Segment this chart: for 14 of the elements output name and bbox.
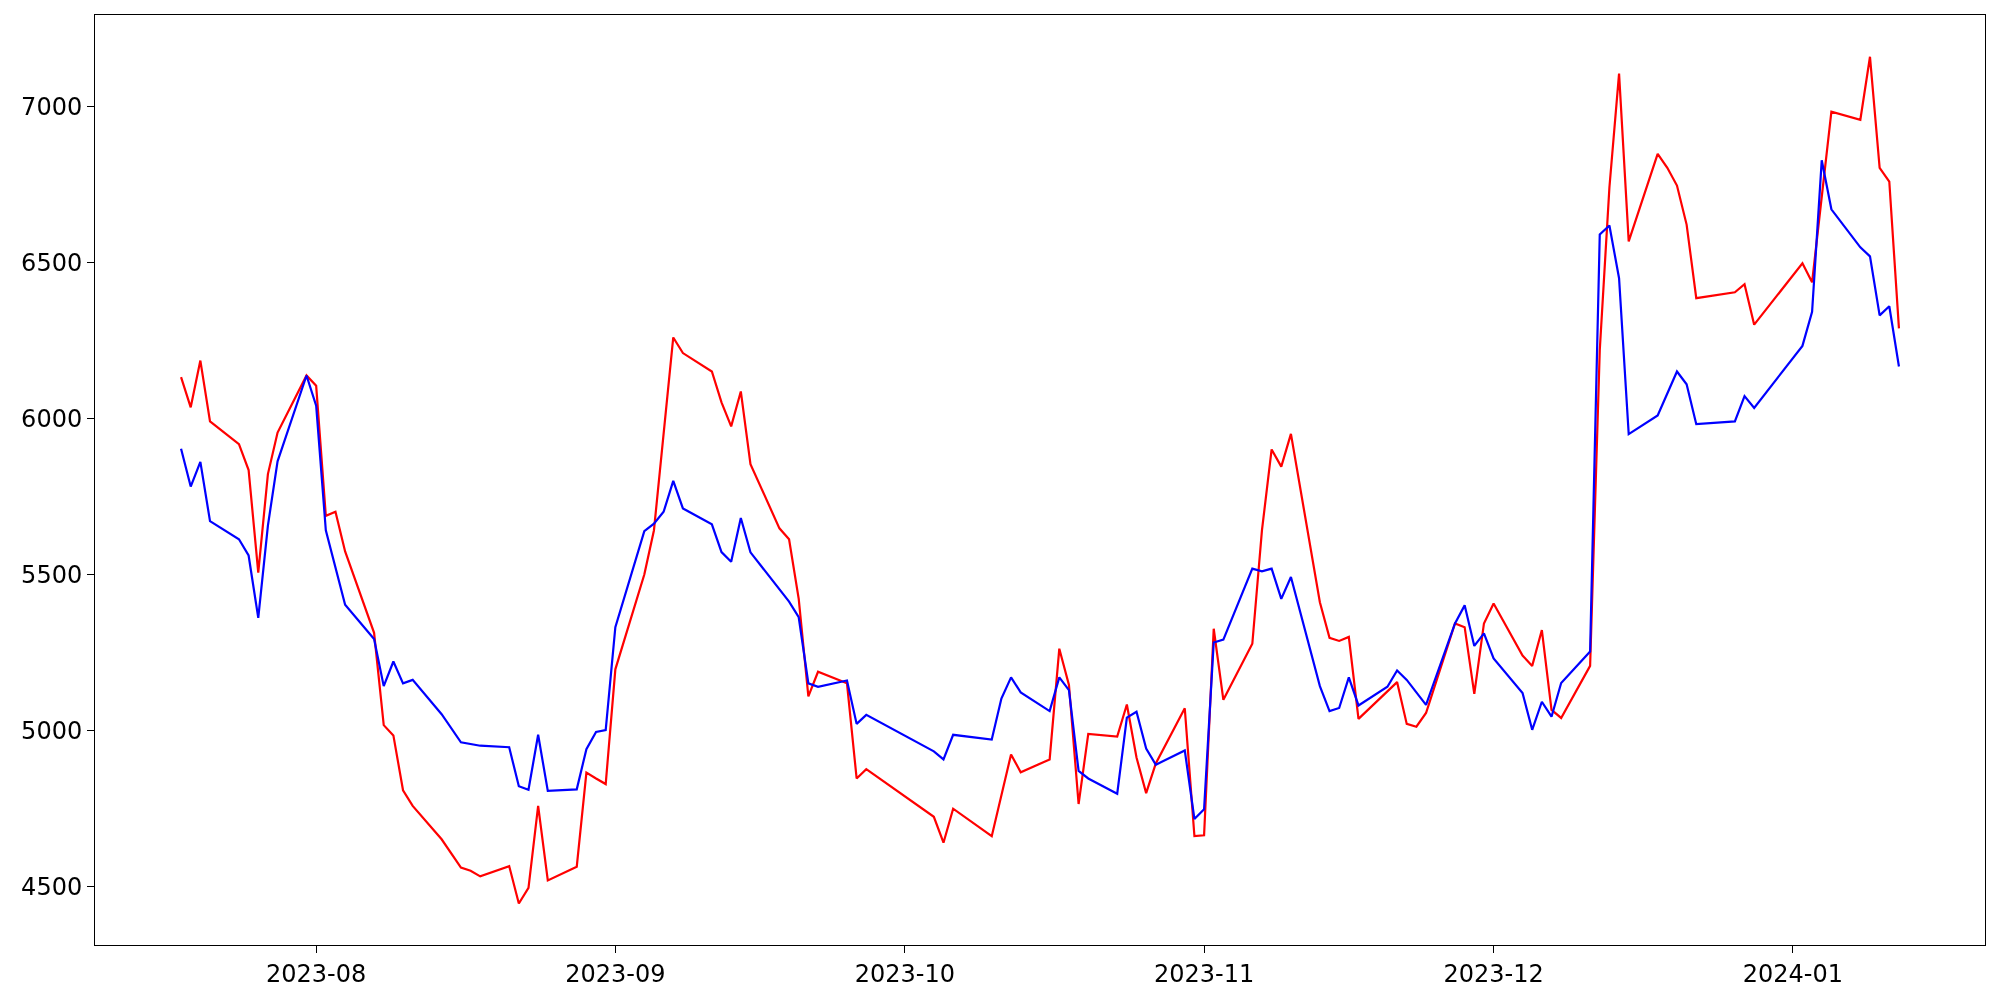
x-tick-label: 2024-01 bbox=[1742, 959, 1843, 988]
x-tick-label: 2023-11 bbox=[1153, 959, 1255, 988]
x-tick-label: 2023-10 bbox=[854, 959, 956, 988]
y-tick-label: 6500 bbox=[21, 249, 83, 278]
line-series bbox=[179, 159, 1901, 821]
y-tick-label: 4500 bbox=[21, 872, 83, 901]
x-tick-label: 2023-09 bbox=[565, 959, 666, 988]
y-tick-label: 5000 bbox=[21, 716, 83, 745]
y-tick-label: 7000 bbox=[21, 93, 83, 122]
y-tick-label: 6000 bbox=[21, 404, 83, 433]
x-tick-label: 2023-12 bbox=[1443, 959, 1544, 988]
line-series bbox=[179, 55, 1901, 905]
y-tick-label: 5500 bbox=[21, 560, 83, 589]
x-tick-label: 2023-08 bbox=[266, 959, 367, 988]
